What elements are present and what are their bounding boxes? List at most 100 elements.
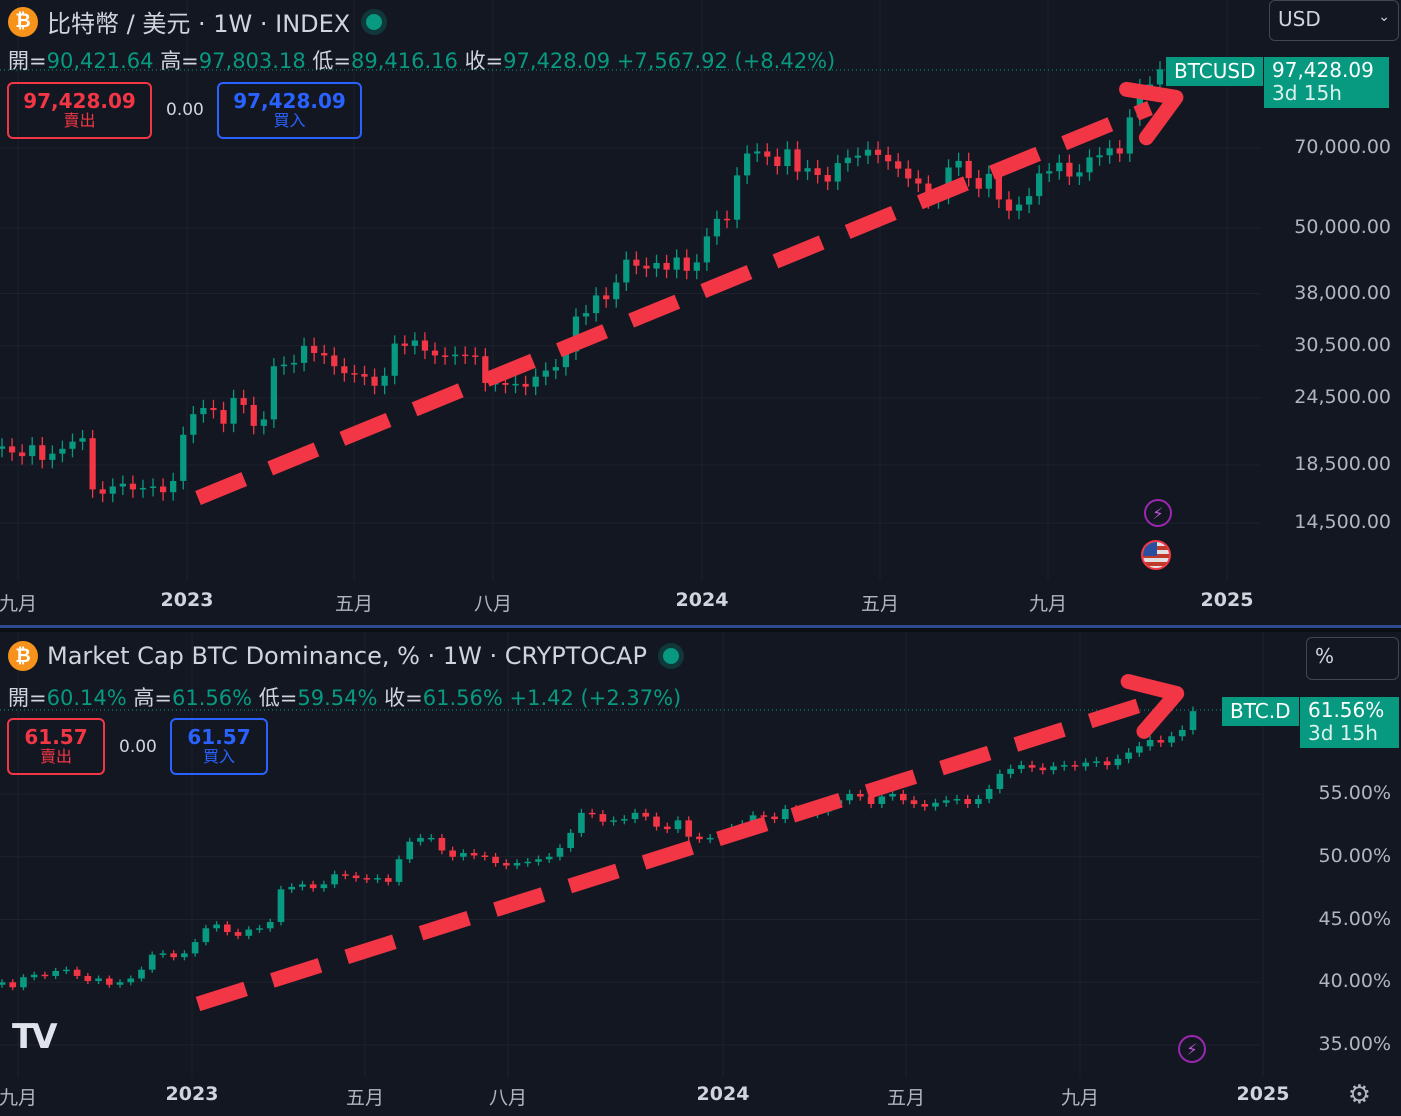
bar-countdown: 3d 15h: [1308, 721, 1378, 745]
candle-body: [975, 178, 982, 189]
trend-arrow-head: [1120, 674, 1185, 739]
candle-body: [109, 486, 116, 494]
settings-gear-icon[interactable]: ⚙: [1347, 1080, 1371, 1110]
candle-body: [623, 259, 630, 283]
candle-body: [361, 374, 368, 377]
candle-body: [240, 398, 247, 405]
candle-body: [905, 168, 912, 179]
candle-body: [844, 157, 851, 164]
tradingview-logo[interactable]: TV: [12, 1017, 57, 1057]
candle-body: [733, 175, 741, 220]
candle-body: [620, 819, 628, 821]
buy-button[interactable]: 61.57 買入: [170, 718, 268, 775]
candle-body: [299, 884, 306, 887]
candle-body: [673, 257, 680, 270]
candle-body: [190, 414, 197, 435]
candle-body: [910, 800, 918, 805]
candle-body: [864, 149, 872, 156]
candle-body: [331, 874, 338, 885]
x-axis-tick-label: 五月: [345, 1087, 385, 1109]
candle-body: [932, 802, 939, 807]
candle-body: [713, 218, 721, 237]
symbol-title-text: Market Cap BTC Dominance, % · 1W · CRYPT…: [47, 642, 647, 670]
sell-button[interactable]: 61.57 賣出: [7, 718, 105, 775]
candle-body: [363, 878, 371, 880]
candle-body: [260, 419, 267, 426]
event-lightning-icon[interactable]: ⚡: [1178, 1035, 1206, 1063]
x-axis-tick-label: 九月: [0, 1087, 38, 1109]
candle-body: [1126, 117, 1133, 154]
y-axis-tick-label: 45.00%: [1318, 907, 1391, 930]
symbol-title[interactable]: ₿ 比特幣 / 美元 · 1W · INDEX: [8, 4, 383, 39]
last-price-tag: 61.56% 3d 15h: [1300, 697, 1399, 748]
candle-body: [482, 356, 489, 383]
candle-body: [744, 153, 751, 176]
last-price: 61.56%: [1308, 698, 1385, 722]
candle-body: [867, 796, 875, 805]
unit-select[interactable]: %: [1306, 637, 1399, 680]
candle-body: [1071, 765, 1079, 767]
candle-body: [149, 486, 157, 489]
candle-body: [663, 262, 670, 270]
sell-price: 97,428.09: [23, 89, 136, 113]
btcusd-chart[interactable]: [0, 0, 1401, 625]
candle-body: [1056, 162, 1063, 172]
us-flag-event-icon[interactable]: [1141, 540, 1171, 570]
x-axis-tick-label: 九月: [1028, 593, 1068, 615]
candle-body: [462, 354, 469, 357]
candle-body: [754, 151, 761, 154]
ohlc-legend: 開=90,421.64 高=97,803.18 低=89,416.16 收=97…: [8, 45, 835, 75]
candle-body: [1125, 752, 1132, 759]
y-axis-tick-label: 50,000.00: [1294, 216, 1391, 239]
btcusd-pane[interactable]: ₿ 比特幣 / 美元 · 1W · INDEX 開=90,421.64 高=97…: [0, 0, 1401, 625]
candle-body: [588, 812, 596, 815]
symbol-price-tag: BTCUSD: [1166, 57, 1264, 86]
symbol-title[interactable]: ₿ Market Cap BTC Dominance, % · 1W · CRY…: [8, 641, 679, 671]
btc-dominance-chart[interactable]: [0, 632, 1401, 1116]
candle-body: [985, 173, 992, 189]
sell-button[interactable]: 97,428.09 賣出: [7, 82, 152, 139]
candle-body: [915, 178, 922, 184]
candle-body: [794, 149, 801, 172]
currency-select[interactable]: USD ⌄: [1269, 0, 1399, 41]
pane-divider[interactable]: [0, 625, 1401, 632]
btc-dominance-pane[interactable]: ₿ Market Cap BTC Dominance, % · 1W · CRY…: [0, 632, 1401, 1116]
candle-body: [1189, 711, 1197, 730]
buy-button[interactable]: 97,428.09 買入: [217, 82, 362, 139]
candle-body: [696, 836, 703, 840]
bar-countdown: 3d 15h: [1272, 81, 1342, 105]
candle-body: [502, 382, 509, 385]
candle-body: [39, 445, 46, 460]
candle-body: [79, 438, 86, 442]
candle-body: [653, 262, 660, 269]
candle-body: [438, 837, 446, 851]
candle-body: [73, 969, 81, 976]
trend-arrow-line: [195, 101, 1153, 505]
candle-body: [384, 878, 392, 882]
candle-body: [663, 826, 671, 830]
low-label: 低=: [312, 49, 351, 73]
candle-body: [129, 483, 137, 490]
candle-body: [234, 932, 242, 936]
candle-body: [774, 156, 781, 167]
unit-value: %: [1315, 644, 1335, 668]
sell-label: 賣出: [63, 111, 96, 130]
candle-body: [889, 794, 896, 797]
candle-body: [633, 259, 640, 266]
x-axis-tick-label: 2023: [160, 589, 214, 611]
candle-body: [1060, 765, 1068, 767]
y-axis-tick-label: 14,500.00: [1294, 511, 1391, 533]
candle-body: [996, 773, 1004, 789]
candle-body: [138, 969, 145, 979]
candle-body: [63, 969, 70, 972]
candle-body: [1106, 148, 1113, 156]
candle-body: [351, 373, 358, 375]
candle-body: [127, 978, 135, 983]
candle-body: [1146, 740, 1154, 747]
candle-body: [578, 812, 585, 833]
candle-body: [524, 861, 532, 864]
high-label: 高=: [133, 686, 172, 710]
high-label: 高=: [160, 49, 199, 73]
event-lightning-icon[interactable]: ⚡: [1144, 499, 1172, 527]
close-value: 61.56%: [422, 686, 503, 710]
